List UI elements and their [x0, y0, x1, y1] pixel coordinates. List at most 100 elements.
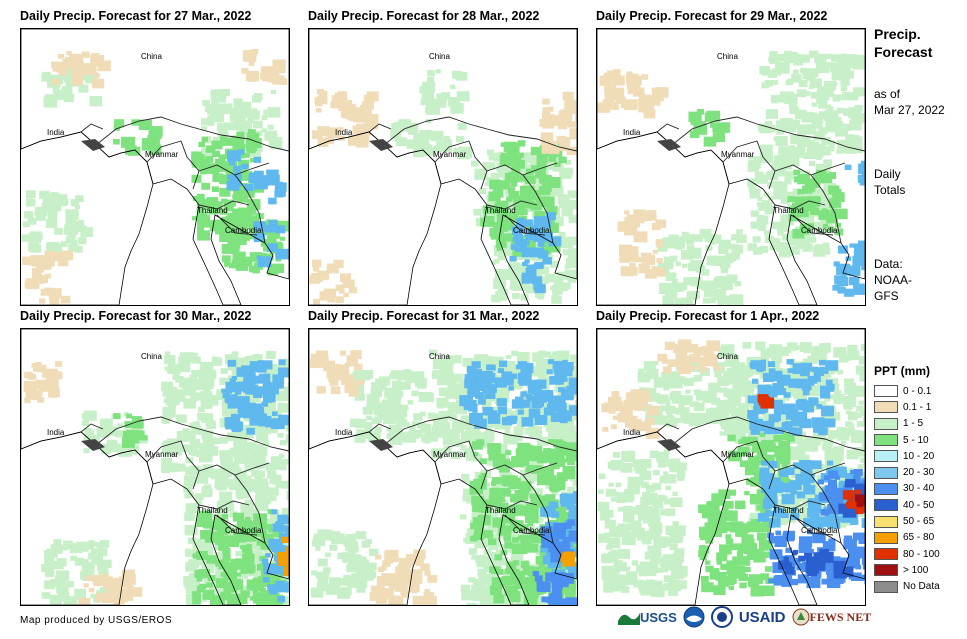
- precip-cell: [37, 210, 46, 217]
- precip-cell: [285, 565, 289, 575]
- precip-cell: [553, 531, 564, 540]
- precip-cell: [452, 373, 464, 383]
- precip-cell: [267, 591, 278, 599]
- precip-cell: [645, 361, 653, 368]
- precip-cell: [796, 136, 811, 148]
- precip-cell: [233, 480, 244, 489]
- precip-cell: [84, 410, 97, 421]
- precip-cell: [230, 558, 236, 563]
- precip-cell: [317, 270, 329, 280]
- precip-cell: [655, 239, 664, 246]
- precip-cell: [246, 589, 254, 596]
- precip-cell: [550, 424, 563, 435]
- precip-cell: [211, 357, 222, 366]
- precip-cell: [212, 201, 223, 210]
- precip-cell: [566, 258, 577, 269]
- precip-cell: [542, 224, 549, 231]
- precip-cell: [472, 502, 485, 513]
- precip-cell: [101, 592, 115, 604]
- precip-cell: [564, 551, 575, 560]
- precip-cell: [818, 195, 831, 206]
- precip-cell: [725, 538, 734, 545]
- precip-cell: [256, 364, 267, 373]
- precip-cell: [846, 410, 852, 415]
- precip-cell: [374, 405, 387, 416]
- precip-cell: [808, 493, 817, 500]
- precip-cell: [835, 222, 841, 228]
- precip-cell: [273, 565, 285, 575]
- precip-cell: [498, 463, 510, 473]
- country-border: [486, 464, 554, 544]
- land-outline: [21, 29, 289, 305]
- precip-cell: [494, 418, 509, 430]
- precip-cell: [715, 571, 727, 581]
- precip-cell: [236, 131, 245, 139]
- precip-cell: [780, 447, 789, 455]
- precip-cell: [61, 544, 69, 551]
- precip-cell: [258, 419, 268, 427]
- precip-cell: [773, 189, 787, 200]
- precip-cell: [57, 257, 69, 267]
- precip-cell: [672, 556, 681, 563]
- precip-cell: [534, 516, 543, 523]
- precip-cell: [770, 385, 780, 394]
- precip-cell: [270, 474, 282, 484]
- precip-cell: [531, 276, 543, 285]
- precip-cell: [748, 366, 759, 375]
- precip-cell: [519, 475, 531, 484]
- precip-cell: [833, 446, 844, 455]
- precip-cell: [527, 379, 538, 388]
- precip-cell: [642, 94, 652, 103]
- precip-cell: [479, 209, 485, 214]
- precip-cell: [757, 367, 764, 373]
- precip-cell: [219, 491, 233, 502]
- precip-cell: [725, 354, 740, 366]
- precip-cell: [326, 263, 339, 274]
- precip-cell: [517, 421, 525, 428]
- precip-cell: [278, 367, 289, 378]
- precip-cell: [378, 593, 384, 598]
- precip-cell: [249, 265, 258, 273]
- precip-cell: [766, 125, 776, 133]
- precip-cell: [638, 264, 650, 274]
- precip-cell: [760, 469, 767, 475]
- precip-cell: [485, 512, 498, 523]
- precip-cell: [708, 289, 716, 295]
- precip-cell: [326, 530, 335, 537]
- precip-cell: [203, 387, 211, 393]
- precip-cell: [637, 372, 651, 383]
- precip-cell: [483, 595, 498, 605]
- precip-cell: [324, 136, 334, 144]
- precip-cell: [644, 269, 657, 279]
- precip-cell: [325, 584, 340, 595]
- precip-cell: [329, 379, 339, 386]
- precip-cell: [647, 387, 657, 395]
- precip-cell: [524, 428, 533, 435]
- precip-cell: [624, 99, 638, 111]
- precip-cell: [758, 203, 768, 211]
- precip-cell: [645, 210, 657, 219]
- precip-cell: [355, 136, 363, 142]
- precip-cell: [764, 566, 772, 572]
- precip-cell: [552, 360, 564, 370]
- precip-cell: [645, 368, 659, 379]
- precip-cell: [68, 231, 76, 238]
- precip-cell: [827, 460, 834, 466]
- precip-cell: [575, 456, 577, 468]
- precip-cell: [417, 381, 427, 389]
- precip-cell: [525, 458, 540, 469]
- precip-cell: [496, 163, 508, 172]
- country-border: [810, 162, 846, 176]
- precip-cell: [788, 119, 800, 130]
- precip-cell: [60, 241, 68, 247]
- precip-cell: [734, 383, 749, 395]
- country-border: [198, 200, 250, 210]
- precip-cell: [164, 366, 170, 371]
- precip-cell: [746, 521, 761, 533]
- precip-cell: [718, 239, 731, 250]
- precip-cell: [642, 492, 651, 499]
- precip-cell: [442, 437, 453, 446]
- precip-cell: [780, 214, 794, 226]
- precip-cell: [569, 456, 575, 462]
- precip-cell: [180, 377, 194, 388]
